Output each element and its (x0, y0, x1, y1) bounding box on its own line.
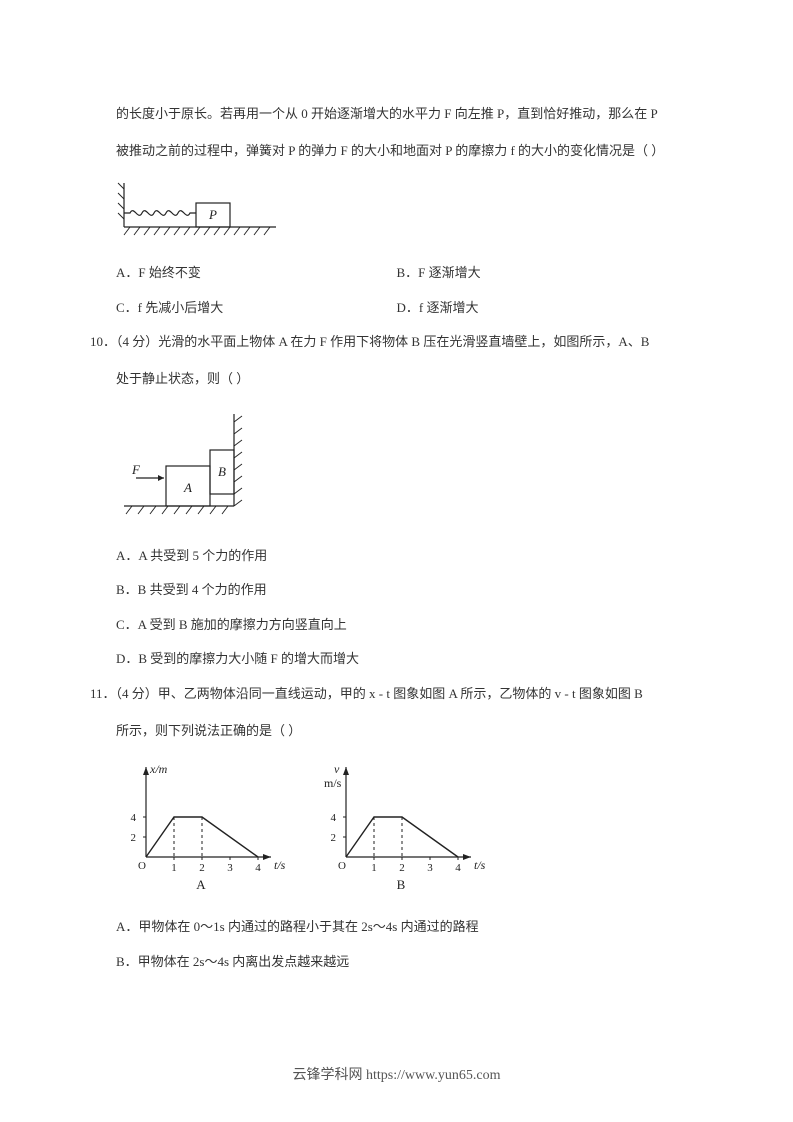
svg-text:4: 4 (131, 812, 137, 824)
svg-text:x/m: x/m (149, 762, 168, 776)
q9-block-label: P (208, 207, 217, 222)
q9-option-a: A．F 始终不变 (90, 259, 397, 288)
svg-text:4: 4 (455, 862, 461, 874)
q10-label-a: A (183, 480, 192, 495)
svg-text:1: 1 (171, 862, 177, 874)
svg-text:3: 3 (227, 862, 233, 874)
svg-text:m/s: m/s (324, 776, 342, 790)
svg-text:t/s: t/s (474, 858, 486, 872)
q10-option-b: B．B 共受到 4 个力的作用 (90, 576, 703, 605)
q10-stem-line1: 10．（4 分）光滑的水平面上物体 A 在力 F 作用下将物体 B 压在光滑竖直… (90, 328, 703, 357)
q10-option-d: D．B 受到的摩擦力大小随 F 的增大而增大 (90, 645, 703, 674)
q9-stem-line2: 被推动之前的过程中，弹簧对 P 的弹力 F 的大小和地面对 P 的摩擦力 f 的… (90, 137, 703, 166)
svg-text:O: O (138, 860, 146, 872)
q9-option-b: B．F 逐渐增大 (397, 259, 704, 288)
q10-option-a: A．A 共受到 5 个力的作用 (90, 542, 703, 571)
svg-text:2: 2 (199, 862, 205, 874)
q11-figa-caption: A (196, 877, 206, 892)
svg-text:2: 2 (131, 832, 137, 844)
svg-text:O: O (338, 860, 346, 872)
q9-figure: P (116, 177, 703, 243)
q11-figb-caption: B (397, 877, 406, 892)
q10-option-c: C．A 受到 B 施加的摩擦力方向竖直向上 (90, 611, 703, 640)
q11-stem-line2: 所示，则下列说法正确的是（ ） (90, 717, 703, 746)
q9-option-c: C．f 先减小后增大 (90, 294, 397, 323)
svg-text:2: 2 (331, 832, 337, 844)
q9-stem-line1: 的长度小于原长。若再用一个从 0 开始逐渐增大的水平力 F 向左推 P，直到恰好… (90, 100, 703, 129)
q11-stem-line1: 11．（4 分）甲、乙两物体沿同一直线运动，甲的 x - t 图象如图 A 所示… (90, 680, 703, 709)
svg-text:3: 3 (427, 862, 433, 874)
q11-figure-a: 2 4 1 2 3 4 x/m t/s O A (116, 757, 286, 897)
svg-text:2: 2 (399, 862, 405, 874)
svg-text:t/s: t/s (274, 858, 286, 872)
q11-option-a: A．甲物体在 0～1s 内通过的路程小于其在 2s～4s 内通过的路程 (90, 913, 703, 942)
svg-text:v: v (334, 762, 340, 776)
footer-text: 云锋学科网 https://www.yun65.com (0, 1061, 793, 1092)
svg-text:4: 4 (255, 862, 261, 874)
q10-label-f: F (131, 462, 141, 477)
q10-figure: A B F (116, 406, 703, 526)
q9-option-d: D．f 逐渐增大 (397, 294, 704, 323)
q10-label-b: B (218, 464, 226, 479)
q11-option-b: B．甲物体在 2s～4s 内离出发点越来越远 (90, 948, 703, 977)
q10-stem-line2: 处于静止状态，则（ ） (90, 365, 703, 394)
q11-figure-b: 2 4 1 2 3 4 v m/s t/s O B (316, 757, 486, 897)
svg-text:1: 1 (371, 862, 377, 874)
svg-text:4: 4 (331, 812, 337, 824)
